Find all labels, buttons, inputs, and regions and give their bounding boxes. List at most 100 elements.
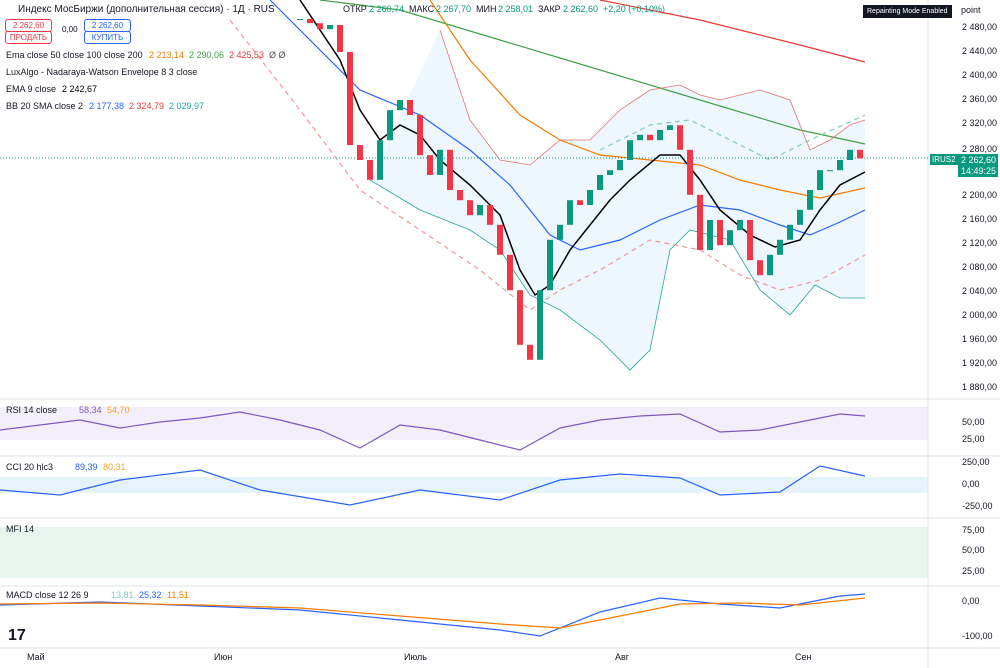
candle [557,224,563,240]
cci-band [0,477,928,493]
rsi-band [0,407,928,440]
panel-tick: 0,00 [962,479,980,489]
ohlc-value: 2 267,70 [436,4,472,14]
legend-name: Ema close 50 close 100 close 200 [6,50,143,60]
candle [847,149,853,160]
candle [587,190,593,205]
price-tick: 1 960,00 [962,334,998,344]
candle [797,209,803,225]
candle [717,220,723,246]
price-tick: 1 920,00 [962,358,998,368]
cci-line [0,465,866,506]
ohlc-value: 2 262,60 [563,4,599,14]
candle [857,149,863,159]
legend-value: 2 213,14 [149,50,185,60]
ohlc-label: МАКС [409,4,435,14]
price-tick: 1 880,00 [962,382,998,392]
mfi-band [0,527,928,578]
candle [547,239,553,291]
candle [317,23,323,30]
panel-tick: 250,00 [962,457,990,467]
symbol-title: Индекс МосБиржи (дополнительная сессия) … [18,4,275,15]
bb-basis [269,0,866,251]
candles [297,19,863,360]
ema100 [319,0,866,145]
price-tick: 2 080,00 [962,262,998,272]
spread: 0,00 [62,25,78,34]
candle [447,149,453,190]
bb-fill [370,30,865,370]
candle [657,130,663,141]
candle [527,344,533,360]
sell-button[interactable]: ПРОДАТЬ [5,31,52,44]
candle [747,220,753,261]
ema200 [599,0,866,63]
ema9 [299,0,866,297]
candle [647,134,653,141]
panel-name: RSI 14 close [6,405,58,415]
candle [787,224,793,240]
panel-value: 80,31 [103,462,126,472]
candle [427,155,433,175]
candle [367,160,373,180]
panel-tick: -250,00 [962,501,993,511]
time-tick: Сен [795,652,812,662]
panel-tick: 25,00 [962,566,985,576]
candle [627,140,633,160]
legend-value: Ø Ø [269,50,286,60]
ohlc-value: 2 260,74 [369,4,405,14]
candle [407,100,413,115]
legend-value: 2 029,97 [169,101,205,111]
price-tick: 2 320,00 [962,118,998,128]
candle [537,290,543,360]
candle [437,149,443,175]
candle [497,224,503,255]
candle [757,260,763,276]
candle [617,160,623,171]
ohlc-value: 2 258,01 [498,4,534,14]
panel-name: CCI 20 hlc3 [6,462,54,472]
candle [327,25,333,30]
candle [577,200,583,205]
candle [807,190,813,210]
panel-name: MFI 14 [6,524,35,534]
panel-tick: 50,00 [962,417,985,427]
candle [457,190,463,201]
candle [467,200,473,216]
rsi-line [0,411,866,451]
candle [597,175,603,190]
panel-value: 58,34 [79,405,102,415]
legend-name: LuxAlgo - Nadaraya-Watson Envelope 8 3 c… [6,67,198,77]
candle [567,200,573,225]
candle [827,170,833,172]
candle [767,254,773,276]
candle [477,205,483,216]
buy-button[interactable]: КУПИТЬ [84,31,131,44]
time-tick: Июн [214,652,233,662]
panel-value: 25,32 [139,590,162,600]
price-tick: 2 280,00 [962,144,998,154]
candle [307,19,313,24]
candle [727,230,733,246]
candle [387,110,393,141]
panel-tick: 50,00 [962,545,985,555]
axis-unit: point [961,5,981,15]
candle [707,220,713,250]
candle [487,205,493,225]
panel-value: 54,70 [107,405,130,415]
price-tick: 2 400,00 [962,70,998,80]
nw-upper [599,114,866,161]
legend-value: 2 324,79 [129,101,165,111]
panel-value: 11,51 [167,590,189,600]
change: +2,20 (+0,10%) [603,4,666,14]
candle [697,194,703,250]
legend-name: EMA 9 close [6,84,57,94]
ohlc-label: ОТКР [343,4,367,14]
tag-price: 2 262,60 [958,154,998,166]
candle [677,125,683,150]
tag-timer: 14:49:25 [958,165,998,177]
candle [337,25,343,52]
candle [817,170,823,190]
